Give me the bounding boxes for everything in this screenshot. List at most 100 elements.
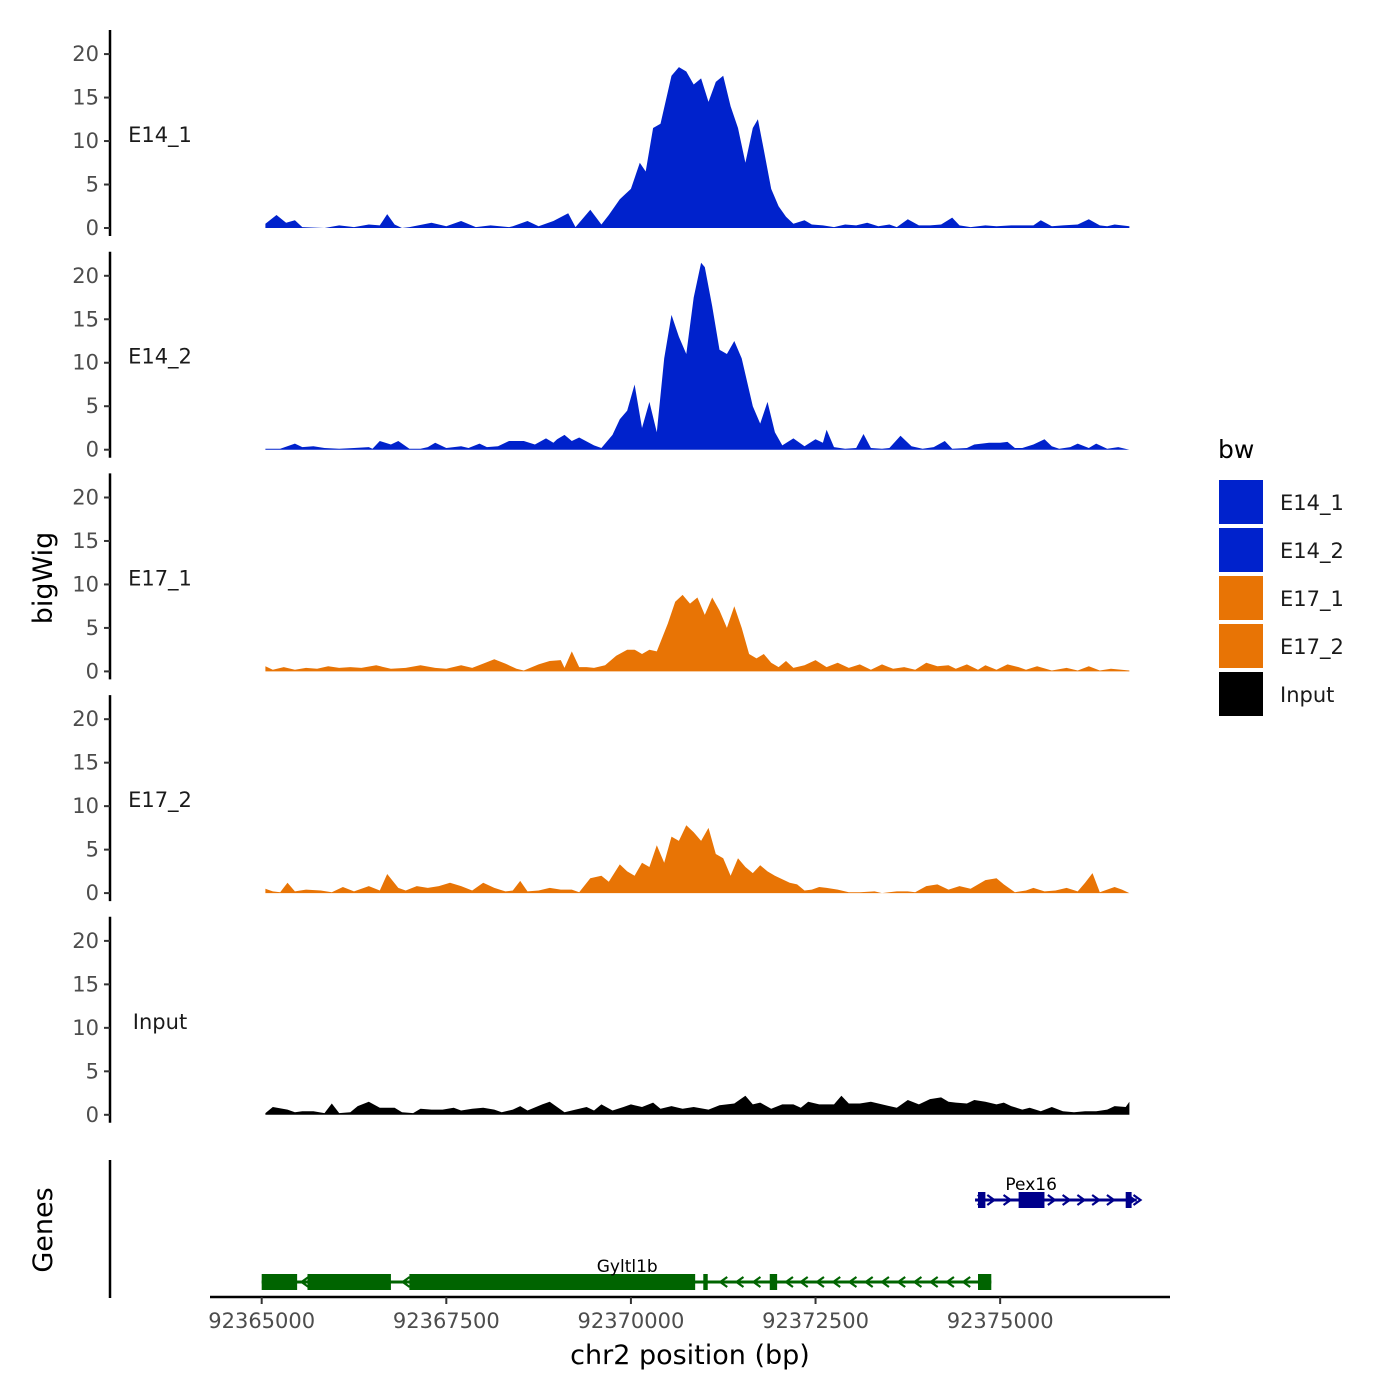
signal-area: [265, 262, 1130, 450]
x-tick-label: 92372500: [762, 1309, 869, 1333]
y-tick-label: 10: [72, 572, 99, 596]
y-tick-label: 5: [86, 394, 99, 418]
gene-exon: [1125, 1192, 1132, 1208]
track-panels: 05101520E14_105101520E14_205101520E17_10…: [72, 30, 1130, 1127]
track-label: E14_1: [128, 123, 192, 148]
legend-swatch: [1219, 672, 1263, 716]
strand-arrow: [847, 1276, 858, 1288]
y-tick-label: 15: [72, 751, 99, 775]
gene-exon: [409, 1274, 696, 1290]
legend-label: E14_1: [1280, 491, 1344, 516]
track-label: Input: [133, 1010, 187, 1034]
strand-arrow: [1126, 1194, 1137, 1206]
track-label: E17_2: [128, 788, 192, 813]
genes-panel: 92365000 92367500 92370000 92372500 92375000…: [108, 1160, 1170, 1333]
gene-exon: [1018, 1192, 1045, 1208]
track-panel: 0 5 10 15 20 E17_1: [72, 473, 1130, 683]
y-tick-label: 15: [72, 529, 99, 553]
gene-model: Pex16: [975, 1175, 1143, 1208]
strand-arrow: [986, 1194, 997, 1206]
y-tick-label: 20: [72, 485, 99, 509]
gene-exon: [978, 1274, 992, 1290]
strand-arrow: [961, 1276, 971, 1288]
y-tick-label: 10: [72, 129, 99, 153]
track-panel: 0 5 10 15 20 Input: [72, 916, 1130, 1127]
track-label: E14_2: [128, 345, 192, 370]
y-tick-label: 10: [72, 794, 99, 818]
y-tick-label: 10: [72, 351, 99, 375]
strand-arrow: [299, 1276, 310, 1288]
legend: bw E14_1 E14_2 E17_1 E17_2 Input: [1218, 435, 1344, 716]
legend-swatch: [1219, 528, 1263, 572]
strand-arrow: [784, 1276, 794, 1288]
legend-swatch: [1219, 576, 1263, 620]
strand-arrow: [1047, 1194, 1057, 1206]
strand-arrow: [928, 1276, 939, 1288]
gene-exon: [703, 1274, 708, 1290]
strand-arrow: [831, 1276, 841, 1288]
strand-arrow: [815, 1276, 825, 1288]
strand-arrow: [912, 1276, 923, 1288]
strand-arrow: [945, 1276, 955, 1288]
y-tick-label: 15: [72, 307, 99, 331]
gene-label: Pex16: [1005, 1175, 1057, 1195]
y-tick-label: 0: [86, 438, 99, 462]
strand-arrow: [400, 1276, 411, 1288]
genes-axis-title: Genes: [28, 1187, 59, 1272]
strand-arrow: [863, 1276, 874, 1288]
strand-arrow: [751, 1276, 762, 1288]
gene-exon: [978, 1192, 986, 1208]
y-tick-label: 5: [86, 838, 99, 862]
strand-arrow: [880, 1276, 890, 1288]
legend-label: E17_1: [1280, 587, 1344, 612]
y-tick-label: 15: [72, 972, 99, 996]
y-tick-label: 20: [72, 707, 99, 731]
y-tick-label: 5: [86, 616, 99, 640]
strand-arrow: [896, 1276, 906, 1288]
strand-arrow: [1076, 1194, 1087, 1206]
signal-area: [265, 825, 1130, 894]
legend-label: E14_2: [1280, 539, 1344, 564]
legend-label: Input: [1280, 683, 1334, 707]
x-tick-label: 92365000: [208, 1309, 315, 1333]
strand-arrow: [1091, 1194, 1102, 1206]
track-panel: 0 5 10 15 20 E14_1: [72, 30, 1130, 240]
gene-exon: [307, 1274, 391, 1290]
y-axis-title: bigWig: [28, 532, 59, 625]
strand-arrow: [718, 1276, 728, 1288]
y-tick-label: 0: [86, 1103, 99, 1127]
strand-arrow: [798, 1276, 809, 1288]
strand-arrow: [1061, 1194, 1072, 1206]
signal-area: [265, 594, 1130, 672]
strand-arrow: [1132, 1194, 1143, 1206]
y-tick-label: 5: [86, 173, 99, 197]
track-panel: 0 5 10 15 20 E14_2: [72, 251, 1130, 462]
y-tick-label: 0: [86, 659, 99, 683]
gene-exon: [769, 1274, 778, 1290]
y-tick-label: 0: [86, 881, 99, 905]
signal-area: [265, 1095, 1130, 1115]
y-tick-label: 0: [86, 216, 99, 240]
gene-model: Gyltl1b: [261, 1257, 992, 1290]
y-tick-label: 20: [72, 42, 99, 66]
strand-arrow: [1002, 1194, 1013, 1206]
gene-exon: [261, 1274, 298, 1290]
gene-label: Gyltl1b: [597, 1257, 658, 1277]
y-tick-label: 5: [86, 1059, 99, 1083]
track-label: E17_1: [128, 566, 192, 591]
strand-arrow: [1106, 1194, 1116, 1206]
y-tick-label: 10: [72, 1016, 99, 1040]
y-tick-label: 20: [72, 264, 99, 288]
y-tick-label: 15: [72, 86, 99, 110]
x-tick-label: 92367500: [393, 1309, 500, 1333]
x-tick-label: 92370000: [577, 1309, 684, 1333]
signal-area: [265, 67, 1130, 228]
x-axis-title: chr2 position (bp): [570, 1340, 810, 1371]
legend-label: E17_2: [1280, 635, 1344, 660]
track-panel: 0 5 10 15 20 E17_2: [72, 695, 1130, 905]
y-tick-label: 20: [72, 929, 99, 953]
legend-swatch: [1219, 624, 1263, 668]
legend-title: bw: [1218, 435, 1254, 464]
strand-arrow: [977, 1194, 987, 1206]
